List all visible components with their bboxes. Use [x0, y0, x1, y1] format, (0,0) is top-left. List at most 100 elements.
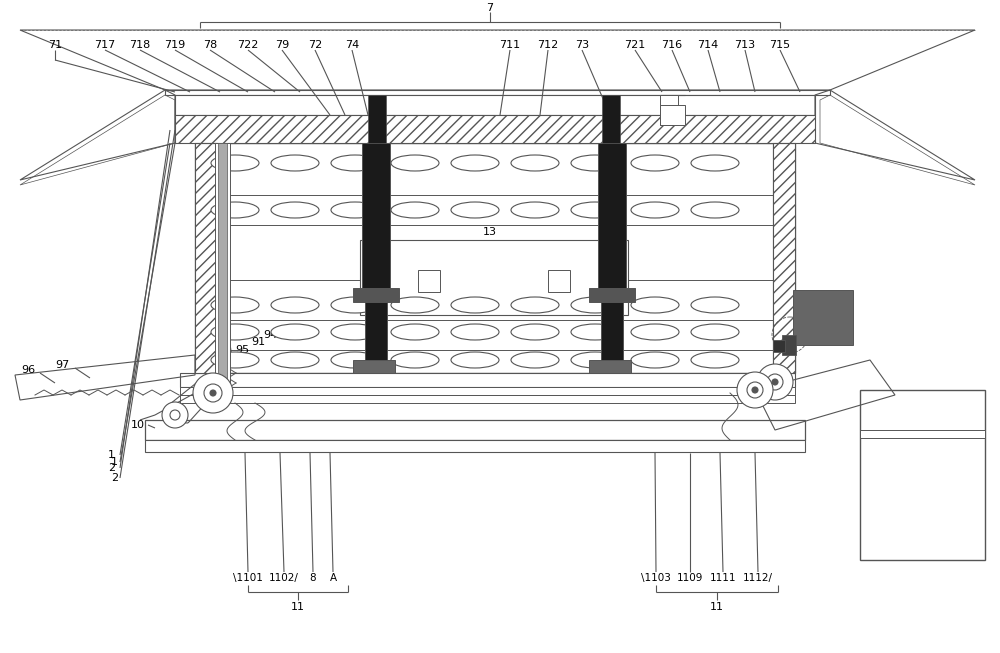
Ellipse shape — [631, 155, 679, 171]
Bar — [145, 440, 805, 452]
Text: B: B — [811, 328, 819, 338]
Bar — [175, 95, 815, 115]
Text: 715: 715 — [769, 40, 791, 50]
Bar — [548, 270, 570, 292]
Bar — [860, 430, 985, 438]
Text: 78: 78 — [203, 40, 217, 50]
Ellipse shape — [571, 202, 619, 218]
Ellipse shape — [331, 352, 379, 368]
Circle shape — [747, 382, 763, 398]
Ellipse shape — [271, 155, 319, 171]
Ellipse shape — [331, 155, 379, 171]
Ellipse shape — [691, 155, 739, 171]
Text: 721: 721 — [624, 40, 646, 50]
Bar — [602, 95, 620, 143]
Circle shape — [757, 364, 793, 400]
Bar — [195, 143, 795, 373]
Ellipse shape — [391, 352, 439, 368]
Text: 95: 95 — [235, 345, 249, 355]
Bar — [175, 115, 815, 143]
Circle shape — [193, 373, 233, 413]
Bar — [773, 143, 795, 373]
Text: 718: 718 — [129, 40, 151, 50]
Ellipse shape — [451, 155, 499, 171]
Ellipse shape — [271, 352, 319, 368]
Ellipse shape — [511, 324, 559, 340]
Ellipse shape — [391, 202, 439, 218]
Circle shape — [162, 402, 188, 428]
Bar — [368, 95, 386, 143]
Text: 11: 11 — [710, 602, 724, 612]
Text: A: A — [329, 573, 337, 583]
Text: 92: 92 — [213, 352, 227, 362]
Text: \1101: \1101 — [233, 573, 263, 583]
Text: 9: 9 — [221, 335, 229, 345]
Ellipse shape — [211, 202, 259, 218]
Text: 11: 11 — [291, 602, 305, 612]
Text: 712: 712 — [537, 40, 559, 50]
Ellipse shape — [331, 202, 379, 218]
Ellipse shape — [631, 297, 679, 313]
Bar — [365, 302, 387, 373]
Bar — [793, 290, 853, 345]
Ellipse shape — [691, 297, 739, 313]
Text: 713: 713 — [734, 40, 756, 50]
Text: 1109: 1109 — [677, 573, 703, 583]
Ellipse shape — [331, 324, 379, 340]
Bar — [773, 340, 785, 352]
Circle shape — [204, 384, 222, 402]
Ellipse shape — [451, 324, 499, 340]
Bar — [175, 115, 815, 143]
Text: 717: 717 — [94, 40, 116, 50]
Ellipse shape — [331, 297, 379, 313]
Ellipse shape — [271, 202, 319, 218]
Ellipse shape — [631, 352, 679, 368]
Text: 13: 13 — [483, 227, 497, 237]
Text: 79: 79 — [275, 40, 289, 50]
Text: 94: 94 — [263, 330, 277, 340]
Ellipse shape — [391, 324, 439, 340]
Circle shape — [767, 374, 783, 390]
Ellipse shape — [451, 352, 499, 368]
Circle shape — [210, 390, 216, 396]
Ellipse shape — [271, 297, 319, 313]
Bar — [589, 360, 631, 373]
Ellipse shape — [571, 352, 619, 368]
Text: 1111: 1111 — [710, 573, 736, 583]
Text: 10: 10 — [131, 420, 145, 430]
Bar — [418, 270, 440, 292]
Text: 716: 716 — [661, 40, 683, 50]
Ellipse shape — [511, 155, 559, 171]
Ellipse shape — [571, 324, 619, 340]
Ellipse shape — [391, 155, 439, 171]
Bar — [782, 335, 796, 355]
Text: 2: 2 — [111, 473, 118, 483]
Bar — [660, 95, 678, 125]
Text: 74: 74 — [345, 40, 359, 50]
Bar — [218, 143, 227, 383]
Ellipse shape — [211, 297, 259, 313]
Bar — [601, 302, 623, 373]
Bar — [353, 360, 395, 373]
Bar — [860, 390, 985, 560]
Circle shape — [170, 410, 180, 420]
Ellipse shape — [271, 324, 319, 340]
Bar — [589, 288, 635, 302]
Ellipse shape — [391, 297, 439, 313]
Ellipse shape — [691, 324, 739, 340]
Ellipse shape — [511, 297, 559, 313]
Circle shape — [737, 372, 773, 408]
Ellipse shape — [211, 155, 259, 171]
Text: 719: 719 — [164, 40, 186, 50]
Bar — [353, 288, 399, 302]
Bar — [773, 143, 795, 373]
Text: 722: 722 — [237, 40, 259, 50]
Text: 91: 91 — [251, 337, 265, 347]
Text: 714: 714 — [697, 40, 719, 50]
Circle shape — [752, 387, 758, 393]
Bar — [145, 420, 805, 440]
Bar — [195, 143, 217, 373]
Bar — [598, 143, 626, 288]
Ellipse shape — [571, 297, 619, 313]
Bar — [180, 395, 795, 403]
